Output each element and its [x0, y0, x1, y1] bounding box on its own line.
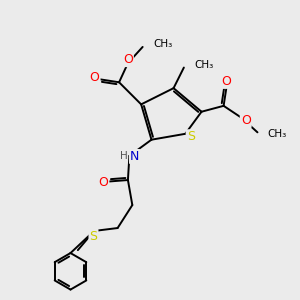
Text: CH₃: CH₃	[268, 129, 287, 139]
Text: O: O	[222, 75, 232, 88]
Text: O: O	[90, 71, 100, 84]
Text: H: H	[120, 152, 128, 161]
Text: O: O	[241, 114, 250, 127]
Text: O: O	[98, 176, 108, 190]
Text: CH₃: CH₃	[194, 60, 213, 70]
Text: N: N	[130, 150, 140, 163]
Text: CH₃: CH₃	[153, 39, 172, 49]
Text: O: O	[123, 53, 133, 66]
Text: S: S	[89, 230, 98, 243]
Text: S: S	[187, 130, 195, 143]
